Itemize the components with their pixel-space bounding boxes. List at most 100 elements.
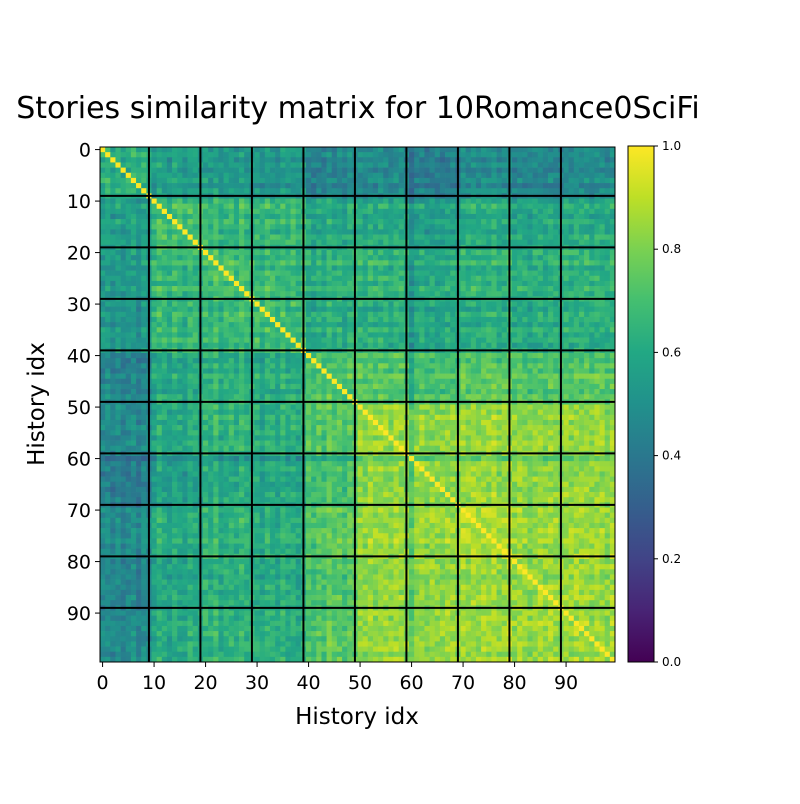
heatmap-cell xyxy=(110,280,116,287)
heatmap-cell xyxy=(388,198,394,204)
heatmap-cell xyxy=(228,162,235,168)
heatmap-cell xyxy=(578,332,585,338)
heatmap-cell xyxy=(141,394,147,400)
heatmap-cell xyxy=(233,250,240,256)
heatmap-cell xyxy=(517,255,523,261)
heatmap-cell xyxy=(553,219,559,225)
heatmap-cell xyxy=(599,280,606,287)
heatmap-cell xyxy=(537,147,544,153)
heatmap-cell xyxy=(609,378,616,385)
heatmap-cell xyxy=(388,172,394,179)
heatmap-cell xyxy=(259,275,266,282)
heatmap-cell xyxy=(522,147,528,153)
heatmap-cell xyxy=(105,177,111,184)
heatmap-cell xyxy=(362,162,369,168)
heatmap-cell xyxy=(496,260,503,266)
heatmap-cell xyxy=(239,147,245,153)
heatmap-cell xyxy=(115,203,121,210)
heatmap-cell xyxy=(434,373,441,380)
heatmap-cell xyxy=(439,373,446,380)
heatmap-cell xyxy=(398,198,405,204)
heatmap-cell xyxy=(100,389,106,395)
heatmap-cell xyxy=(409,363,415,369)
heatmap-cell xyxy=(604,327,611,333)
heatmap-cell xyxy=(609,311,616,318)
heatmap-cell xyxy=(259,157,266,163)
heatmap-cell xyxy=(347,378,353,385)
heatmap-cell xyxy=(429,167,436,174)
heatmap-cell xyxy=(336,213,343,220)
heatmap-cell xyxy=(290,322,297,328)
heatmap-cell xyxy=(512,162,518,168)
heatmap-cell xyxy=(295,203,302,210)
heatmap-cell xyxy=(110,157,116,163)
heatmap-cell xyxy=(398,177,405,184)
heatmap-cell xyxy=(542,280,549,287)
heatmap-cell xyxy=(470,157,477,163)
heatmap-cell xyxy=(275,358,281,364)
heatmap-cell xyxy=(100,368,106,374)
heatmap-cell xyxy=(166,162,173,168)
heatmap-cell xyxy=(151,337,157,344)
heatmap-cell xyxy=(213,280,219,287)
heatmap-cell xyxy=(548,219,554,225)
heatmap-cell xyxy=(589,239,595,246)
heatmap-cell xyxy=(501,177,508,184)
heatmap-cell xyxy=(213,363,219,369)
heatmap-cell xyxy=(125,353,132,359)
heatmap-cell xyxy=(187,316,194,323)
heatmap-cell xyxy=(156,172,163,179)
heatmap-cell xyxy=(542,208,549,215)
heatmap-cell xyxy=(393,198,400,204)
heatmap-cell xyxy=(264,172,271,179)
heatmap-cell xyxy=(496,301,503,307)
heatmap-cell xyxy=(233,311,240,318)
heatmap-cell xyxy=(434,265,441,271)
heatmap-cell xyxy=(496,358,503,364)
heatmap-cell xyxy=(156,152,163,158)
heatmap-cell xyxy=(517,208,523,215)
heatmap-cell xyxy=(182,373,188,380)
heatmap-cell xyxy=(594,353,600,359)
heatmap-cell xyxy=(398,332,405,338)
heatmap-cell xyxy=(372,203,379,210)
heatmap-cell xyxy=(589,322,595,328)
heatmap-cell xyxy=(496,275,503,282)
heatmap-cell xyxy=(362,265,369,271)
heatmap-cell xyxy=(378,188,384,194)
heatmap-cell xyxy=(604,250,611,256)
heatmap-cell xyxy=(130,337,137,344)
heatmap-cell xyxy=(233,353,240,359)
heatmap-cell xyxy=(120,162,127,168)
heatmap-cell xyxy=(568,183,575,189)
heatmap-cell xyxy=(372,327,379,333)
heatmap-cell xyxy=(269,188,276,194)
heatmap-cell xyxy=(213,383,219,390)
heatmap-cell xyxy=(316,167,322,174)
heatmap-cell xyxy=(445,255,451,261)
heatmap-cell xyxy=(182,301,188,307)
heatmap-cell xyxy=(465,363,472,369)
heatmap-cell xyxy=(517,167,523,174)
heatmap-cell xyxy=(166,389,173,395)
heatmap-cell xyxy=(450,213,456,220)
heatmap-cell xyxy=(553,157,559,163)
heatmap-cell xyxy=(311,250,317,256)
heatmap-cell xyxy=(378,265,384,271)
heatmap-cell xyxy=(223,147,230,153)
heatmap-cell xyxy=(584,311,590,318)
heatmap-cell xyxy=(367,167,374,174)
heatmap-cell xyxy=(141,152,147,158)
heatmap-cell xyxy=(316,162,322,168)
heatmap-cell xyxy=(321,286,327,292)
heatmap-cell xyxy=(326,183,333,189)
heatmap-cell xyxy=(460,311,466,318)
heatmap-cell xyxy=(393,177,400,184)
heatmap-cell xyxy=(388,265,394,271)
heatmap-cell xyxy=(228,229,235,235)
heatmap-cell xyxy=(465,219,472,225)
heatmap-cell xyxy=(388,394,394,400)
heatmap-cell xyxy=(110,394,116,400)
heatmap-cell xyxy=(239,234,245,241)
heatmap-cell xyxy=(475,358,482,364)
